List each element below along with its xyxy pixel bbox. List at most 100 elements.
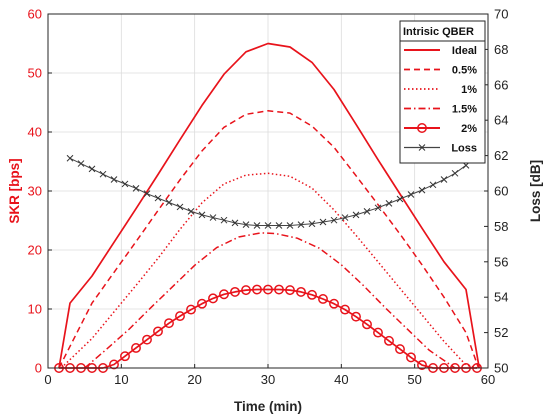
data-point-loss xyxy=(198,211,206,219)
data-point-2 xyxy=(109,359,119,370)
data-point-loss xyxy=(88,165,96,173)
legend-box xyxy=(399,20,486,164)
data-point-loss xyxy=(440,176,448,183)
data-point-loss xyxy=(319,218,327,226)
data-point-loss xyxy=(308,220,316,228)
legend-label-ideal: Ideal xyxy=(452,45,477,57)
data-point-2 xyxy=(351,311,361,322)
series-1-5 xyxy=(84,232,456,369)
x-tick-label: 20 xyxy=(187,372,201,387)
data-point-2 xyxy=(285,285,295,296)
data-point-2 xyxy=(362,319,372,330)
data-point-loss xyxy=(77,160,85,167)
legend-label-0-5: 0.5% xyxy=(452,65,477,77)
legend-title: Intrisic QBER xyxy=(403,26,474,38)
right-y-tick-label: 66 xyxy=(494,77,508,92)
plot-area xyxy=(54,42,482,373)
data-point-2 xyxy=(120,351,130,362)
data-point-loss xyxy=(143,190,151,198)
right-y-axis-title: Loss [dB] xyxy=(528,160,543,222)
x-tick-label: 60 xyxy=(481,372,495,387)
data-point-2 xyxy=(318,294,328,304)
data-point-loss xyxy=(154,194,162,202)
left-y-tick-label: 30 xyxy=(28,184,42,199)
right-y-tick-label: 54 xyxy=(494,290,508,305)
data-point-loss xyxy=(341,214,349,221)
data-point-loss xyxy=(66,154,74,162)
legend-label-1-5: 1.5% xyxy=(452,104,477,116)
data-point-2 xyxy=(241,285,251,296)
data-point-loss xyxy=(220,216,228,224)
data-point-2 xyxy=(417,360,427,370)
data-point-loss xyxy=(352,211,360,219)
x-tick-label: 0 xyxy=(44,372,51,387)
legend-marker-loss xyxy=(418,144,426,151)
right-y-tick-label: 56 xyxy=(494,254,508,269)
data-point-2 xyxy=(230,286,240,297)
data-point-2 xyxy=(208,293,218,304)
data-point-2 xyxy=(263,284,273,295)
right-y-tick-label: 62 xyxy=(494,148,508,163)
data-point-loss xyxy=(264,222,272,229)
data-point-loss xyxy=(132,184,140,192)
data-point-2 xyxy=(406,352,416,363)
data-point-2 xyxy=(197,298,207,309)
legend-label-loss: Loss xyxy=(451,143,477,155)
axis-ticks: 0 10 20 30 40 50 60010203040506050525456586062… xyxy=(28,7,509,388)
x-tick-label: 10 xyxy=(114,372,128,387)
data-point-loss xyxy=(407,191,415,198)
x-axis-title: Time (min) xyxy=(234,399,302,414)
data-point-loss xyxy=(374,204,382,212)
data-point-loss xyxy=(231,219,239,227)
left-y-tick-label: 50 xyxy=(28,66,42,81)
data-point-2 xyxy=(186,304,196,315)
data-point-loss xyxy=(242,221,250,228)
data-point-loss xyxy=(253,222,261,229)
data-point-2 xyxy=(395,344,405,355)
right-y-tick-label: 52 xyxy=(494,325,508,340)
data-point-loss xyxy=(330,216,338,224)
x-tick-label: 50 xyxy=(407,372,421,387)
series-loss xyxy=(66,154,470,229)
data-point-loss xyxy=(286,222,294,229)
data-point-loss xyxy=(165,199,173,206)
data-point-2 xyxy=(164,318,174,329)
left-y-tick-label: 40 xyxy=(28,125,42,140)
data-point-loss xyxy=(418,186,426,194)
data-point-loss xyxy=(99,170,107,178)
data-point-2 xyxy=(252,284,262,295)
data-point-loss xyxy=(209,214,217,221)
data-point-loss xyxy=(297,221,305,228)
data-point-loss xyxy=(110,176,118,183)
series-2 xyxy=(54,284,482,373)
right-y-tick-label: 60 xyxy=(494,184,508,199)
left-y-tick-label: 60 xyxy=(28,7,42,22)
legend-marker-2 xyxy=(417,123,427,133)
data-point-loss xyxy=(176,203,184,211)
x-tick-label: 30 xyxy=(261,372,275,387)
series-1 xyxy=(60,172,478,369)
data-point-2 xyxy=(340,304,350,315)
right-y-tick-label: 68 xyxy=(494,42,508,57)
data-point-loss xyxy=(451,169,459,177)
data-point-2 xyxy=(384,335,394,346)
data-point-loss xyxy=(363,208,371,215)
data-point-2 xyxy=(142,334,152,345)
legend-label-2: 2% xyxy=(461,123,477,135)
x-tick-label: 40 xyxy=(334,372,348,387)
data-point-2 xyxy=(131,342,141,353)
data-point-loss xyxy=(396,195,404,203)
series-line-1 xyxy=(60,172,478,369)
right-y-tick-label: 70 xyxy=(494,7,508,22)
data-point-loss xyxy=(275,222,283,229)
data-point-loss xyxy=(187,208,195,215)
data-point-loss xyxy=(385,200,393,207)
data-point-2 xyxy=(175,311,185,322)
data-point-2 xyxy=(296,286,306,297)
data-point-2 xyxy=(274,284,284,295)
data-point-2 xyxy=(153,326,163,337)
right-y-tick-label: 58 xyxy=(494,219,508,234)
data-point-2 xyxy=(329,298,339,309)
series-ideal xyxy=(58,42,481,369)
